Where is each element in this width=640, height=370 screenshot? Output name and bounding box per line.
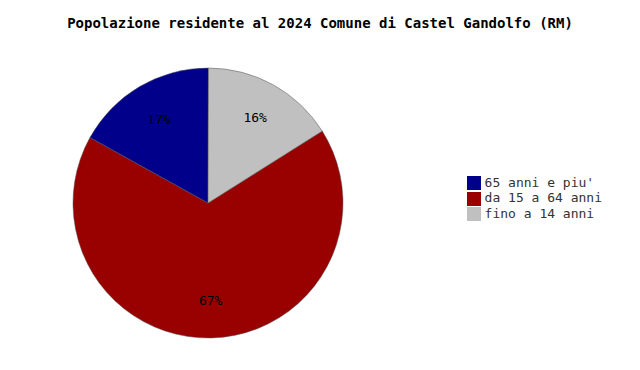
html-text:da 15 a 64 anni: da 15 a 64 anni: [484, 190, 602, 206]
html-text:65 anni e piu': 65 anni e piu': [484, 174, 595, 190]
html-text:Popolazione residente al 2024: Popolazione residente al 2024 Comune di …: [67, 15, 573, 31]
html-text:fino a 14 anni: fino a 14 anni: [484, 205, 595, 221]
svg-text:67%: 67%: [199, 293, 223, 308]
svg-text:17%: 17%: [147, 112, 171, 127]
svg-text:16%: 16%: [243, 110, 267, 125]
